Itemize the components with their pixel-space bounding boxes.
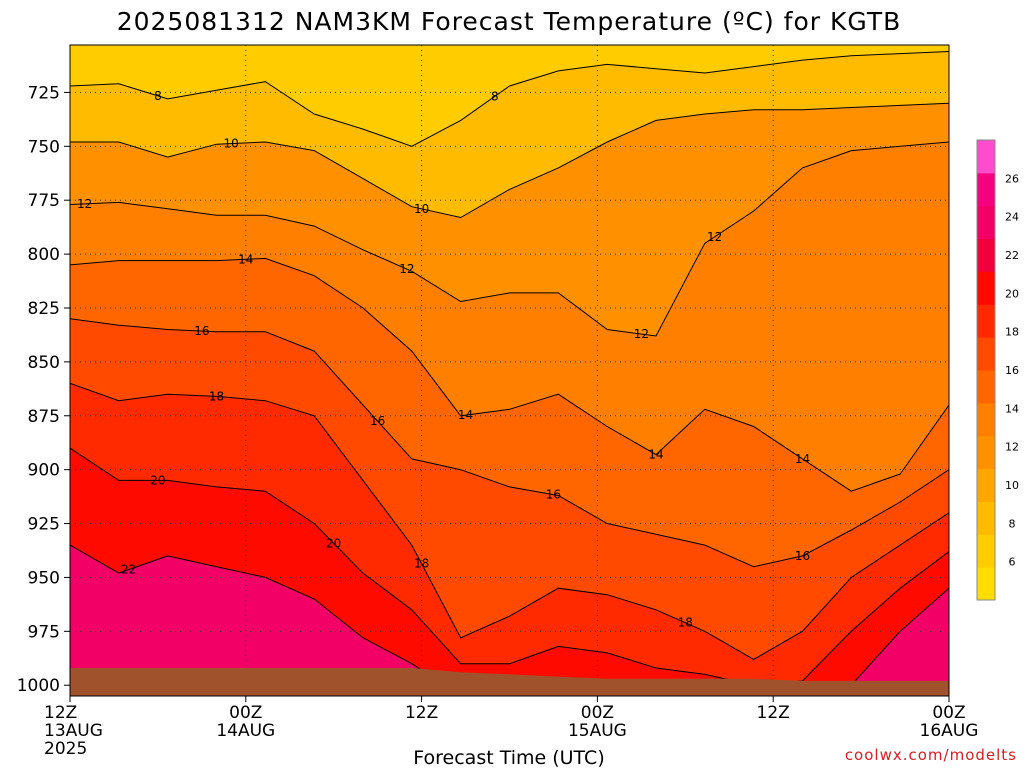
contour-label-12: 12 [399, 262, 414, 276]
contour-8 [70, 51, 949, 147]
temp-band-22 [70, 545, 949, 696]
contour-10 [70, 102, 949, 219]
contour-label-8: 8 [154, 89, 162, 103]
x-tick-label: 16AUG [920, 721, 979, 741]
colorbar-swatch [977, 304, 995, 338]
contour-label-20: 20 [326, 536, 341, 550]
contour-label-14: 14 [238, 252, 253, 266]
colorbar-swatch [977, 172, 995, 207]
x-tick-label: 00Z [932, 703, 965, 723]
ground [70, 668, 949, 696]
contour-label-16: 16 [370, 414, 385, 428]
x-tick-label: 13AUG [44, 721, 103, 741]
y-tick-label: 725 [28, 83, 60, 103]
contour-22 [70, 544, 949, 696]
colorbar-tick-label: 10 [1005, 479, 1019, 492]
colorbar-swatch [977, 435, 995, 470]
x-tick-label: 12Z [44, 703, 77, 723]
colorbar-swatch [977, 501, 995, 535]
x-tick-label: 2025 [44, 739, 87, 759]
contour-14 [70, 257, 949, 492]
colorbar-swatch [977, 534, 995, 568]
contour-label-16: 16 [194, 324, 209, 338]
y-axis: 725 750 775 800 825 850 875 900 925 950 975 1000 [17, 83, 70, 696]
colorbar-swatch [977, 337, 995, 371]
contour-18 [70, 382, 949, 660]
colorbar-tick-label: 16 [1005, 364, 1019, 377]
contour-label-16: 16 [546, 488, 561, 502]
colorbar: 6 8 10 12 14 16 18 20 22 24 26 [976, 139, 1019, 601]
credit-link[interactable]: coolwx.com/modelts [845, 746, 1017, 764]
contour-label-10: 10 [414, 202, 429, 216]
contour-label-18: 18 [678, 616, 693, 630]
colorbar-tick-label: 20 [1005, 287, 1019, 300]
x-axis-title: Forecast Time (UTC) [413, 747, 604, 768]
contour-label-12: 12 [77, 197, 92, 211]
colorbar-swatch [977, 402, 995, 437]
contour-label-22: 22 [121, 563, 136, 577]
contour-label-14: 14 [458, 408, 473, 422]
colorbar-swatch [977, 271, 995, 305]
colorbar-tick-label: 26 [1005, 172, 1019, 185]
plot-area: 8 8 10 10 12 12 12 12 14 14 14 14 16 16 16 16 18 18 18 20 20… [70, 45, 949, 696]
y-tick-label: 800 [28, 245, 60, 265]
colorbar-swatch [977, 370, 995, 404]
contour-label-12: 12 [634, 327, 649, 341]
y-tick-label: 950 [28, 568, 60, 588]
x-tick-label: 00Z [581, 703, 614, 723]
contour-label-10: 10 [224, 137, 239, 151]
x-tick-label: 12Z [757, 703, 790, 723]
contour-12 [70, 141, 949, 337]
colorbar-tick-label: 24 [1005, 211, 1019, 224]
contour-label-18: 18 [209, 389, 224, 403]
colorbar-tick-label: 22 [1005, 249, 1019, 262]
y-tick-label: 900 [28, 461, 60, 481]
plot-frame [69, 44, 950, 697]
y-tick-label: 1000 [17, 676, 60, 696]
y-tick-label: 975 [28, 622, 60, 642]
y-tick-label: 750 [28, 137, 60, 157]
y-tick-label: 850 [28, 353, 60, 373]
colorbar-tick-label: 12 [1005, 441, 1019, 454]
colorbar-swatch [977, 140, 995, 174]
colorbar-tick-label: 14 [1005, 402, 1019, 415]
colorbar-tick-label: 18 [1005, 326, 1019, 339]
colorbar-swatch [977, 468, 995, 502]
contour-16 [70, 318, 949, 568]
x-tick-label: 00Z [229, 703, 262, 723]
colorbar-frame [976, 139, 996, 601]
colorbar-swatch [977, 238, 995, 272]
x-tick-label: 14AUG [216, 721, 275, 741]
y-tick-label: 925 [28, 515, 60, 535]
contour-label-14: 14 [648, 448, 663, 462]
colorbar-tick-label: 6 [1009, 556, 1016, 569]
y-tick-label: 775 [28, 191, 60, 211]
contour-label-20: 20 [150, 473, 165, 487]
y-tick-label: 875 [28, 407, 60, 427]
contour-label-8: 8 [491, 89, 499, 103]
colorbar-swatch [977, 205, 995, 240]
x-tick-label: 15AUG [568, 721, 627, 741]
y-tick-label: 825 [28, 299, 60, 319]
contour-label-12: 12 [707, 230, 722, 244]
colorbar-tick-label: 8 [1009, 517, 1016, 530]
colorbar-swatch [977, 567, 995, 601]
chart-title: 2025081312 NAM3KM Forecast Temperature (… [117, 7, 902, 36]
x-tick-label: 12Z [405, 703, 438, 723]
contour-label-18: 18 [414, 557, 429, 571]
contour-label-16: 16 [795, 549, 810, 563]
contour-label-14: 14 [795, 452, 810, 466]
